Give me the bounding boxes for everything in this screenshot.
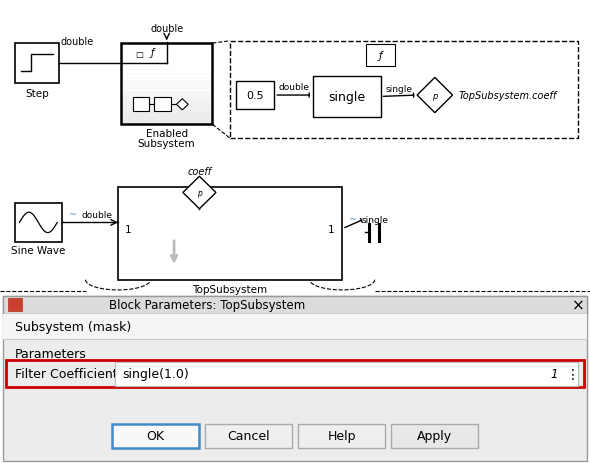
FancyBboxPatch shape	[121, 119, 212, 125]
FancyBboxPatch shape	[3, 296, 587, 314]
FancyBboxPatch shape	[121, 106, 212, 110]
FancyBboxPatch shape	[112, 424, 199, 448]
FancyBboxPatch shape	[3, 296, 587, 461]
FancyBboxPatch shape	[3, 314, 587, 339]
Text: single: single	[328, 91, 365, 104]
FancyBboxPatch shape	[118, 188, 342, 280]
FancyBboxPatch shape	[0, 0, 590, 292]
FancyBboxPatch shape	[8, 299, 22, 312]
FancyBboxPatch shape	[121, 95, 212, 99]
Text: single(1.0): single(1.0)	[122, 368, 189, 381]
FancyBboxPatch shape	[121, 70, 212, 72]
FancyBboxPatch shape	[298, 424, 385, 448]
Text: □: □	[136, 50, 143, 59]
Text: coeff: coeff	[188, 166, 211, 176]
Text: Help: Help	[327, 429, 356, 442]
FancyBboxPatch shape	[313, 76, 381, 118]
FancyBboxPatch shape	[121, 99, 212, 102]
FancyBboxPatch shape	[121, 116, 212, 121]
Text: single: single	[361, 215, 388, 225]
Text: Subsystem: Subsystem	[138, 138, 195, 149]
FancyBboxPatch shape	[366, 45, 395, 67]
Text: Block Parameters: TopSubsystem: Block Parameters: TopSubsystem	[109, 299, 306, 312]
FancyBboxPatch shape	[115, 363, 578, 386]
Text: Apply: Apply	[417, 429, 453, 442]
Text: Parameters: Parameters	[15, 347, 87, 360]
Text: p: p	[197, 188, 202, 198]
FancyBboxPatch shape	[154, 98, 171, 112]
Text: OK: OK	[146, 429, 164, 442]
Text: TopSubsystem.coeff: TopSubsystem.coeff	[459, 91, 558, 101]
Text: 1: 1	[328, 224, 335, 234]
Text: ⋮: ⋮	[565, 367, 579, 381]
Text: single: single	[385, 84, 412, 94]
Text: ƒ: ƒ	[150, 48, 154, 58]
FancyBboxPatch shape	[121, 91, 212, 95]
FancyBboxPatch shape	[205, 424, 292, 448]
FancyBboxPatch shape	[230, 42, 578, 139]
Text: Enabled: Enabled	[146, 128, 188, 138]
Text: 0.5: 0.5	[247, 91, 264, 101]
Polygon shape	[176, 100, 188, 111]
Text: 1: 1	[551, 368, 558, 381]
FancyBboxPatch shape	[15, 44, 59, 83]
FancyBboxPatch shape	[121, 81, 212, 83]
Polygon shape	[417, 78, 453, 113]
Text: ƒ: ƒ	[379, 51, 382, 61]
Text: Subsystem (mask): Subsystem (mask)	[15, 320, 131, 333]
Text: p: p	[432, 91, 438, 100]
Text: ~: ~	[349, 215, 357, 225]
FancyBboxPatch shape	[391, 424, 478, 448]
FancyBboxPatch shape	[121, 88, 212, 91]
FancyBboxPatch shape	[133, 98, 149, 112]
Text: 1: 1	[125, 224, 132, 234]
FancyBboxPatch shape	[121, 84, 212, 87]
FancyBboxPatch shape	[121, 109, 212, 114]
FancyBboxPatch shape	[121, 102, 212, 106]
FancyBboxPatch shape	[121, 113, 212, 118]
Text: ×: ×	[572, 298, 585, 313]
FancyBboxPatch shape	[121, 77, 212, 80]
Text: double: double	[278, 83, 309, 92]
Text: Filter Coefficient: Filter Coefficient	[15, 368, 117, 381]
Text: ~: ~	[68, 210, 77, 219]
Text: TopSubsystem: TopSubsystem	[192, 284, 268, 294]
FancyBboxPatch shape	[121, 74, 212, 76]
Text: double: double	[82, 210, 113, 219]
FancyBboxPatch shape	[236, 82, 274, 110]
Polygon shape	[183, 177, 216, 209]
Text: Cancel: Cancel	[227, 429, 270, 442]
Text: Sine Wave: Sine Wave	[11, 246, 65, 256]
FancyBboxPatch shape	[15, 203, 62, 243]
Text: Step: Step	[25, 88, 49, 99]
Text: double: double	[150, 24, 183, 34]
Text: double: double	[60, 37, 93, 47]
